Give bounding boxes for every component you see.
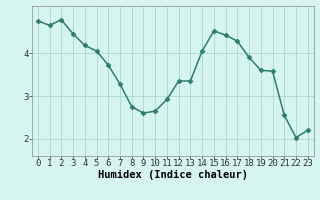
X-axis label: Humidex (Indice chaleur): Humidex (Indice chaleur) — [98, 170, 248, 180]
